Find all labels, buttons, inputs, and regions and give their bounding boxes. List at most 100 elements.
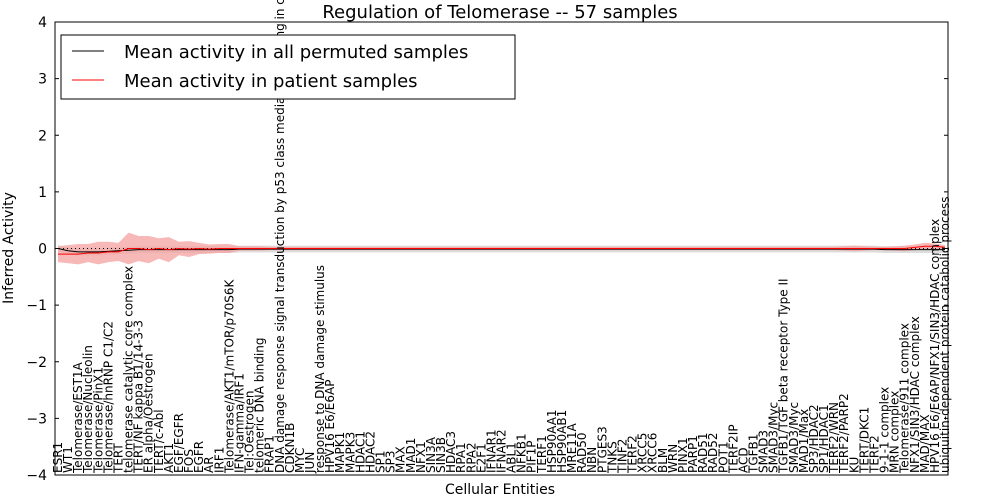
category-tick-label: MAD/MAX (918, 414, 932, 473)
category-tick-label: NBN (585, 447, 599, 473)
category-tick-label: Telomerase/EST1A (71, 361, 85, 474)
y-tick-label: −4 (26, 468, 47, 484)
category-tick-label: NFKB1 (515, 433, 529, 473)
category-tick-label: MAD1 (404, 438, 418, 473)
series-lines (55, 245, 948, 255)
category-tick-label: HSP90AA1 (545, 409, 559, 473)
category-tick-label: RAD52 (706, 432, 720, 473)
category-tick-label: AKT1 (162, 443, 176, 473)
category-tick-label: HDAC1 (353, 431, 367, 473)
y-tick-label: 0 (38, 242, 47, 258)
category-tick-label: Tel:Oestrogen (243, 391, 257, 474)
chart-title: Regulation of Telomerase -- 57 samples (322, 2, 677, 23)
category-tick-label: ubiquitin-dependent protein catabolic pr… (938, 197, 952, 473)
category-tick-label: DNA damage response signal transduction … (273, 0, 287, 473)
category-tick-label: IRF1 (212, 447, 226, 473)
category-tick-label: IFN-gamma/IRF1 (232, 373, 246, 473)
category-tick-label: PARP1 (686, 435, 700, 473)
category-tick-label: ER alpha/Oestrogen (142, 354, 156, 473)
category-tick-label: SP3/HDAC2 (807, 404, 821, 473)
category-tick-label: KU (847, 457, 861, 473)
category-tick-label: PINX1 (676, 437, 690, 473)
category-tick-label: TERF1 (535, 435, 549, 474)
category-tick-label: SIN3A (424, 436, 438, 473)
category-tick-label: TERF2 (867, 435, 881, 474)
category-tick-label: SP3 (384, 451, 398, 474)
y-tick-label: 2 (38, 128, 47, 144)
category-tick-label: Telomerase/hnRNP C1/C2 (101, 321, 115, 474)
category-tick-label: RPA2 (464, 442, 478, 473)
category-tick-label: FRAP1 (263, 435, 277, 473)
category-tick-label: Telomerase/911 complex (898, 323, 912, 474)
line-patient-mean (58, 245, 946, 255)
y-tick-label: 3 (38, 72, 47, 88)
category-tick-label: TNKS (605, 441, 619, 474)
category-tick-label: SP1 (374, 451, 388, 474)
line-permuted-mean (57, 248, 945, 253)
category-tick-label: MRN complex (888, 391, 902, 473)
category-tick-label: JUN (303, 452, 317, 474)
category-tick-label: TERT/DKC1 (857, 407, 871, 474)
category-tick-label: ACD (736, 447, 750, 473)
category-tick-label: XRCC6 (646, 433, 660, 473)
category-tick-label: TERT (111, 443, 125, 474)
category-tick-label: NFX1/SIN3/HDAC complex (908, 316, 922, 473)
category-tick-label: PTGES3 (595, 426, 609, 473)
category-tick-label: IFNAR1 (484, 429, 498, 473)
category-tick-label: MAX (394, 446, 408, 473)
category-tick-label: NFX1 (414, 441, 428, 473)
y-tick-label: −2 (26, 355, 47, 371)
category-tick-label: TERF2 (626, 435, 640, 474)
category-tick-label: TINF2 (615, 439, 629, 474)
y-axis: −4 −3 −2 −1 0 1 2 3 4 (26, 15, 948, 484)
category-tick-label: MAPK3 (343, 432, 357, 473)
category-tick-label: TERT/c-Abl (152, 409, 166, 474)
category-tick-label: Telomerase/PinX1 (91, 367, 105, 474)
category-tick-label: HPV16 E6/E6AP/NFX1/SIN3/HDAC complex (928, 219, 942, 473)
category-tick-label: RAD51 (696, 432, 710, 473)
category-tick-label: SMAD3/Myc (787, 402, 801, 473)
category-tick-label: HDAC2 (363, 431, 377, 473)
plot-frame (54, 21, 949, 476)
category-tick-label: TGFB1/TGF beta receptor Type II (777, 278, 791, 474)
y-tick-label: 1 (38, 185, 47, 201)
category-labels: ESR1WT1Telomerase/EST1ATelomerase/Nucleo… (51, 0, 952, 474)
category-tick-label: telomerase catalytic core complex (122, 266, 136, 473)
category-tick-label: TGFB1 (746, 434, 760, 474)
category-tick-label: ABL1 (505, 442, 519, 473)
category-tick-label: WT1 (61, 446, 75, 473)
y-tick-label: 4 (38, 15, 47, 31)
category-tick-label: IFNAR2 (495, 429, 509, 473)
y-tick-label: −3 (26, 411, 47, 427)
category-tick-label: RAD50 (575, 432, 589, 473)
legend-box (60, 34, 516, 100)
legend-label-permuted: Mean activity in all permuted samples (124, 42, 468, 63)
category-tick-label: SP1/HDAC1 (817, 404, 831, 473)
category-tick-label: POT1 (716, 441, 730, 473)
category-tick-label: EGF/EGFR (172, 413, 186, 473)
category-tick-label: SIN3B (434, 437, 448, 473)
category-tick-label: HSP90AB1 (555, 410, 569, 473)
x-axis-label: Cellular Entities (445, 482, 555, 498)
category-tick-label: response to DNA damage stimulus (313, 265, 327, 473)
category-tick-label: TERF2/WRN (827, 402, 841, 474)
category-tick-label: SMAD3/Myc (767, 402, 781, 473)
category-tick-label: E2F1 (474, 443, 488, 473)
category-tick-label: BLM (656, 448, 670, 473)
category-tick-label: telomeric DNA binding (253, 338, 267, 474)
category-tick-label: CDKN1B (283, 423, 297, 473)
legend: Mean activity in all permuted samples Me… (60, 34, 516, 100)
category-tick-label: EGFR (192, 441, 206, 473)
category-tick-label: TERF2/PARP2 (837, 393, 851, 474)
category-tick-label: MAD1/Max (797, 409, 811, 473)
category-tick-label: HDAC3 (444, 431, 458, 473)
y-axis-label: Inferred Activity (1, 192, 17, 304)
category-tick-label: Telomerase/Nucleolin (81, 345, 95, 474)
category-tick-label: HPV16 E6/E6AP (323, 380, 337, 473)
legend-label-patient: Mean activity in patient samples (124, 71, 418, 92)
category-tick-label: FOS (182, 449, 196, 473)
category-tick-label: RPA1 (454, 442, 468, 473)
category-tick-label: AR (202, 456, 216, 473)
category-tick-label: SMAD3 (757, 430, 771, 473)
